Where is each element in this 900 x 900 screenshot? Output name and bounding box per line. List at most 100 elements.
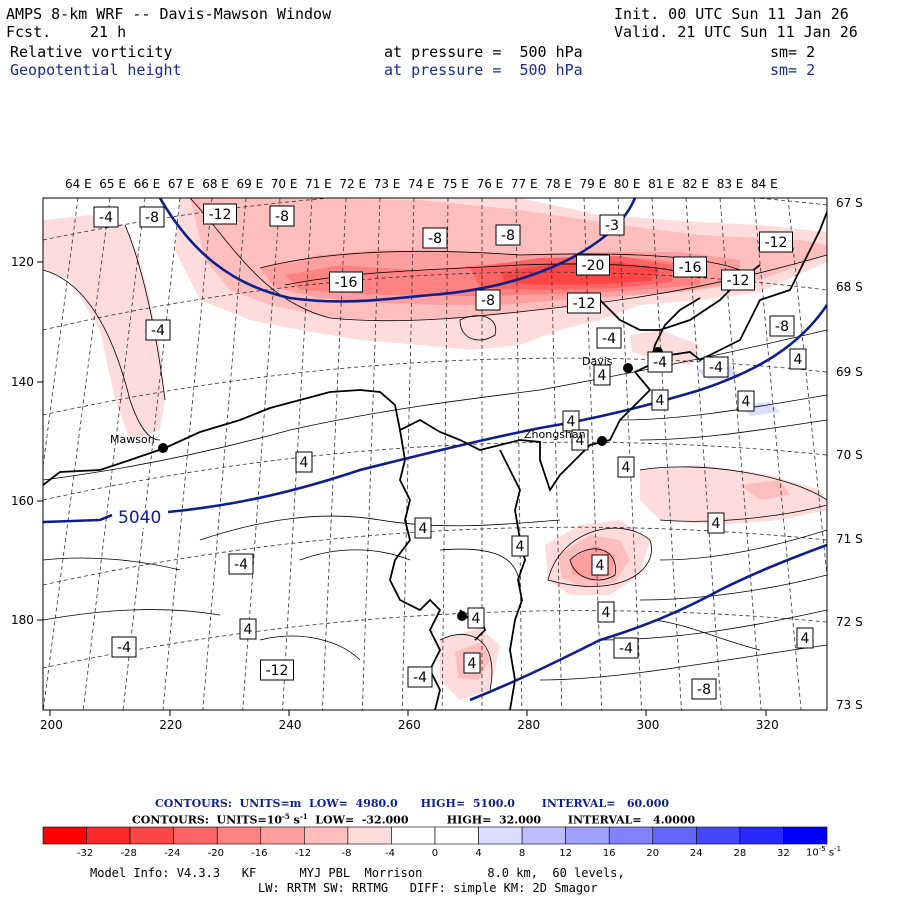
vorticity-label: -3: [599, 214, 625, 236]
vorticity-label: 4: [511, 535, 529, 557]
vorticity-label: -4: [596, 327, 622, 349]
vorticity-label: -4: [647, 351, 673, 373]
vorticity-label: -4: [111, 636, 137, 658]
vorticity-label-text: -12: [727, 273, 750, 289]
vorticity-label-text: 4: [598, 368, 607, 384]
vorticity-label-text: 4: [656, 393, 665, 409]
longitude-label: 67 E: [167, 177, 195, 191]
colorbar-tick-label: 28: [733, 848, 747, 859]
x-tick-label: 240: [278, 718, 302, 732]
vorticity-label-text: -12: [266, 663, 289, 679]
vorticity-label-text: -4: [99, 210, 113, 226]
longitude-label: 78 E: [545, 177, 572, 191]
vorticity-label: -8: [769, 315, 795, 337]
colorbar-swatch: [42, 826, 87, 845]
vorticity-label-text: 4: [468, 656, 477, 672]
colorbar-tick-label: 20: [646, 848, 660, 859]
mawson-station-marker[interactable]: [158, 443, 168, 453]
vorticity-label-text: -12: [209, 207, 232, 223]
colorbar-tick-label: 24: [689, 848, 703, 859]
y-tick-label: 140: [11, 375, 34, 389]
vorticity-label-text: -16: [679, 260, 702, 276]
vorticity-label-text: 4: [419, 521, 428, 537]
x-tick-label: 200: [40, 718, 63, 732]
vorticity-label-text: 4: [567, 414, 576, 430]
vorticity-label: 4: [707, 512, 725, 534]
map-title: AMPS 8-km WRF -- Davis-Mawson Window: [6, 5, 332, 23]
latitude-label: 70 S: [836, 448, 863, 462]
colorbar: [42, 826, 828, 845]
valid-time: Valid. 21 UTC Sun 11 Jan 26: [614, 23, 858, 41]
colorbar-swatch: [696, 826, 741, 845]
colorbar-tick-label: -20: [207, 848, 224, 859]
vorticity-label-text: 4: [801, 631, 810, 647]
field1-level: at pressure = 500 hPa: [384, 43, 583, 61]
longitude-label: 76 E: [476, 177, 504, 191]
colorbar-tick-label: -4: [385, 848, 396, 859]
vorticity-label-text: 4: [300, 455, 309, 471]
davis-station-marker[interactable]: [623, 363, 633, 373]
field2-name: Geopotential height: [10, 61, 182, 79]
vorticity-label: 4: [463, 652, 481, 674]
axis-ticks: [37, 261, 767, 716]
colorbar-swatch: [652, 826, 697, 845]
vorticity-label: -4: [228, 553, 254, 575]
colorbar-tick-label: -28: [120, 848, 137, 859]
forecast-label: Fcst.: [6, 23, 52, 41]
latitude-label: 72 S: [836, 615, 863, 629]
vorticity-label: -12: [260, 659, 294, 681]
field2-level: at pressure = 500 hPa: [384, 61, 583, 79]
longitude-label: 69 E: [236, 177, 264, 191]
vorticity-label: 4: [796, 627, 814, 649]
vorticity-label-text: -8: [275, 209, 289, 225]
vorticity-label: -4: [145, 319, 171, 341]
latitude-label: 71 S: [836, 532, 863, 546]
latitude-label: 69 S: [836, 365, 863, 379]
colorbar-swatch: [783, 826, 828, 845]
colorbar-swatch: [739, 826, 784, 845]
vorticity-label-text: -4: [602, 331, 616, 347]
vorticity-label: 4: [617, 456, 635, 478]
vorticity-label-text: -12: [765, 235, 788, 251]
vorticity-label: -8: [139, 206, 165, 228]
field2-smoothing: sm= 2: [770, 61, 816, 79]
colorbar-tick-label: -8: [341, 848, 352, 859]
model-info-line2: LW: RRTM SW: RRTMG DIFF: simple KM: 2D S…: [258, 881, 598, 895]
model-info-line1: Model Info: V4.3.3 KF MYJ PBL Morrison 8…: [90, 866, 625, 880]
latitude-label: 68 S: [836, 280, 863, 294]
vorticity-label-text: 4: [472, 611, 481, 627]
station-label-davis: Davis: [582, 355, 613, 368]
vorticity-label-text: -8: [501, 228, 515, 244]
colorbar-swatch: [260, 826, 305, 845]
vorticity-label-text: 4: [712, 516, 721, 532]
colorbar-swatch: [216, 826, 262, 845]
vorticity-label: 4: [651, 389, 669, 411]
vorticity-label: 4: [295, 451, 313, 473]
vorticity-label: 4: [239, 618, 257, 640]
colorbar-tick-label: 8: [518, 848, 526, 859]
vorticity-label-text: -16: [335, 275, 358, 291]
zhongshan-station-marker[interactable]: [597, 436, 607, 446]
height-contour-label: 5040: [118, 508, 162, 528]
x-tick-label: 320: [755, 718, 779, 732]
longitude-label: 73 E: [373, 177, 401, 191]
field1-name: Relative vorticity: [10, 43, 173, 61]
vorticity-label: 4: [414, 517, 432, 539]
vorticity-label-text: 4: [602, 605, 611, 621]
vorticity-label: -4: [703, 356, 729, 378]
vorticity-label-text: 4: [742, 394, 751, 410]
colorbar-tick-label: -32: [76, 848, 94, 859]
vorticity-contour-info: CONTOURS: UNITS=10-5 s-1 LOW= -32.000 HI…: [132, 812, 696, 827]
vorticity-label-text: 4: [244, 622, 253, 638]
vorticity-label: -8: [691, 678, 717, 700]
longitude-label: 81 E: [648, 177, 675, 191]
vorticity-label-text: -12: [573, 296, 596, 312]
longitude-label: 70 E: [270, 177, 298, 191]
height-contour-info: CONTOURS: UNITS=m LOW= 4980.0 HIGH= 5100…: [155, 797, 669, 810]
vorticity-label: 4: [467, 607, 485, 629]
field1-smoothing: sm= 2: [770, 43, 816, 61]
vorticity-label-text: 4: [794, 352, 803, 368]
vorticity-label: -12: [203, 203, 237, 225]
inland-station-marker[interactable]: [457, 611, 467, 621]
vorticity-label: -8: [475, 289, 501, 311]
